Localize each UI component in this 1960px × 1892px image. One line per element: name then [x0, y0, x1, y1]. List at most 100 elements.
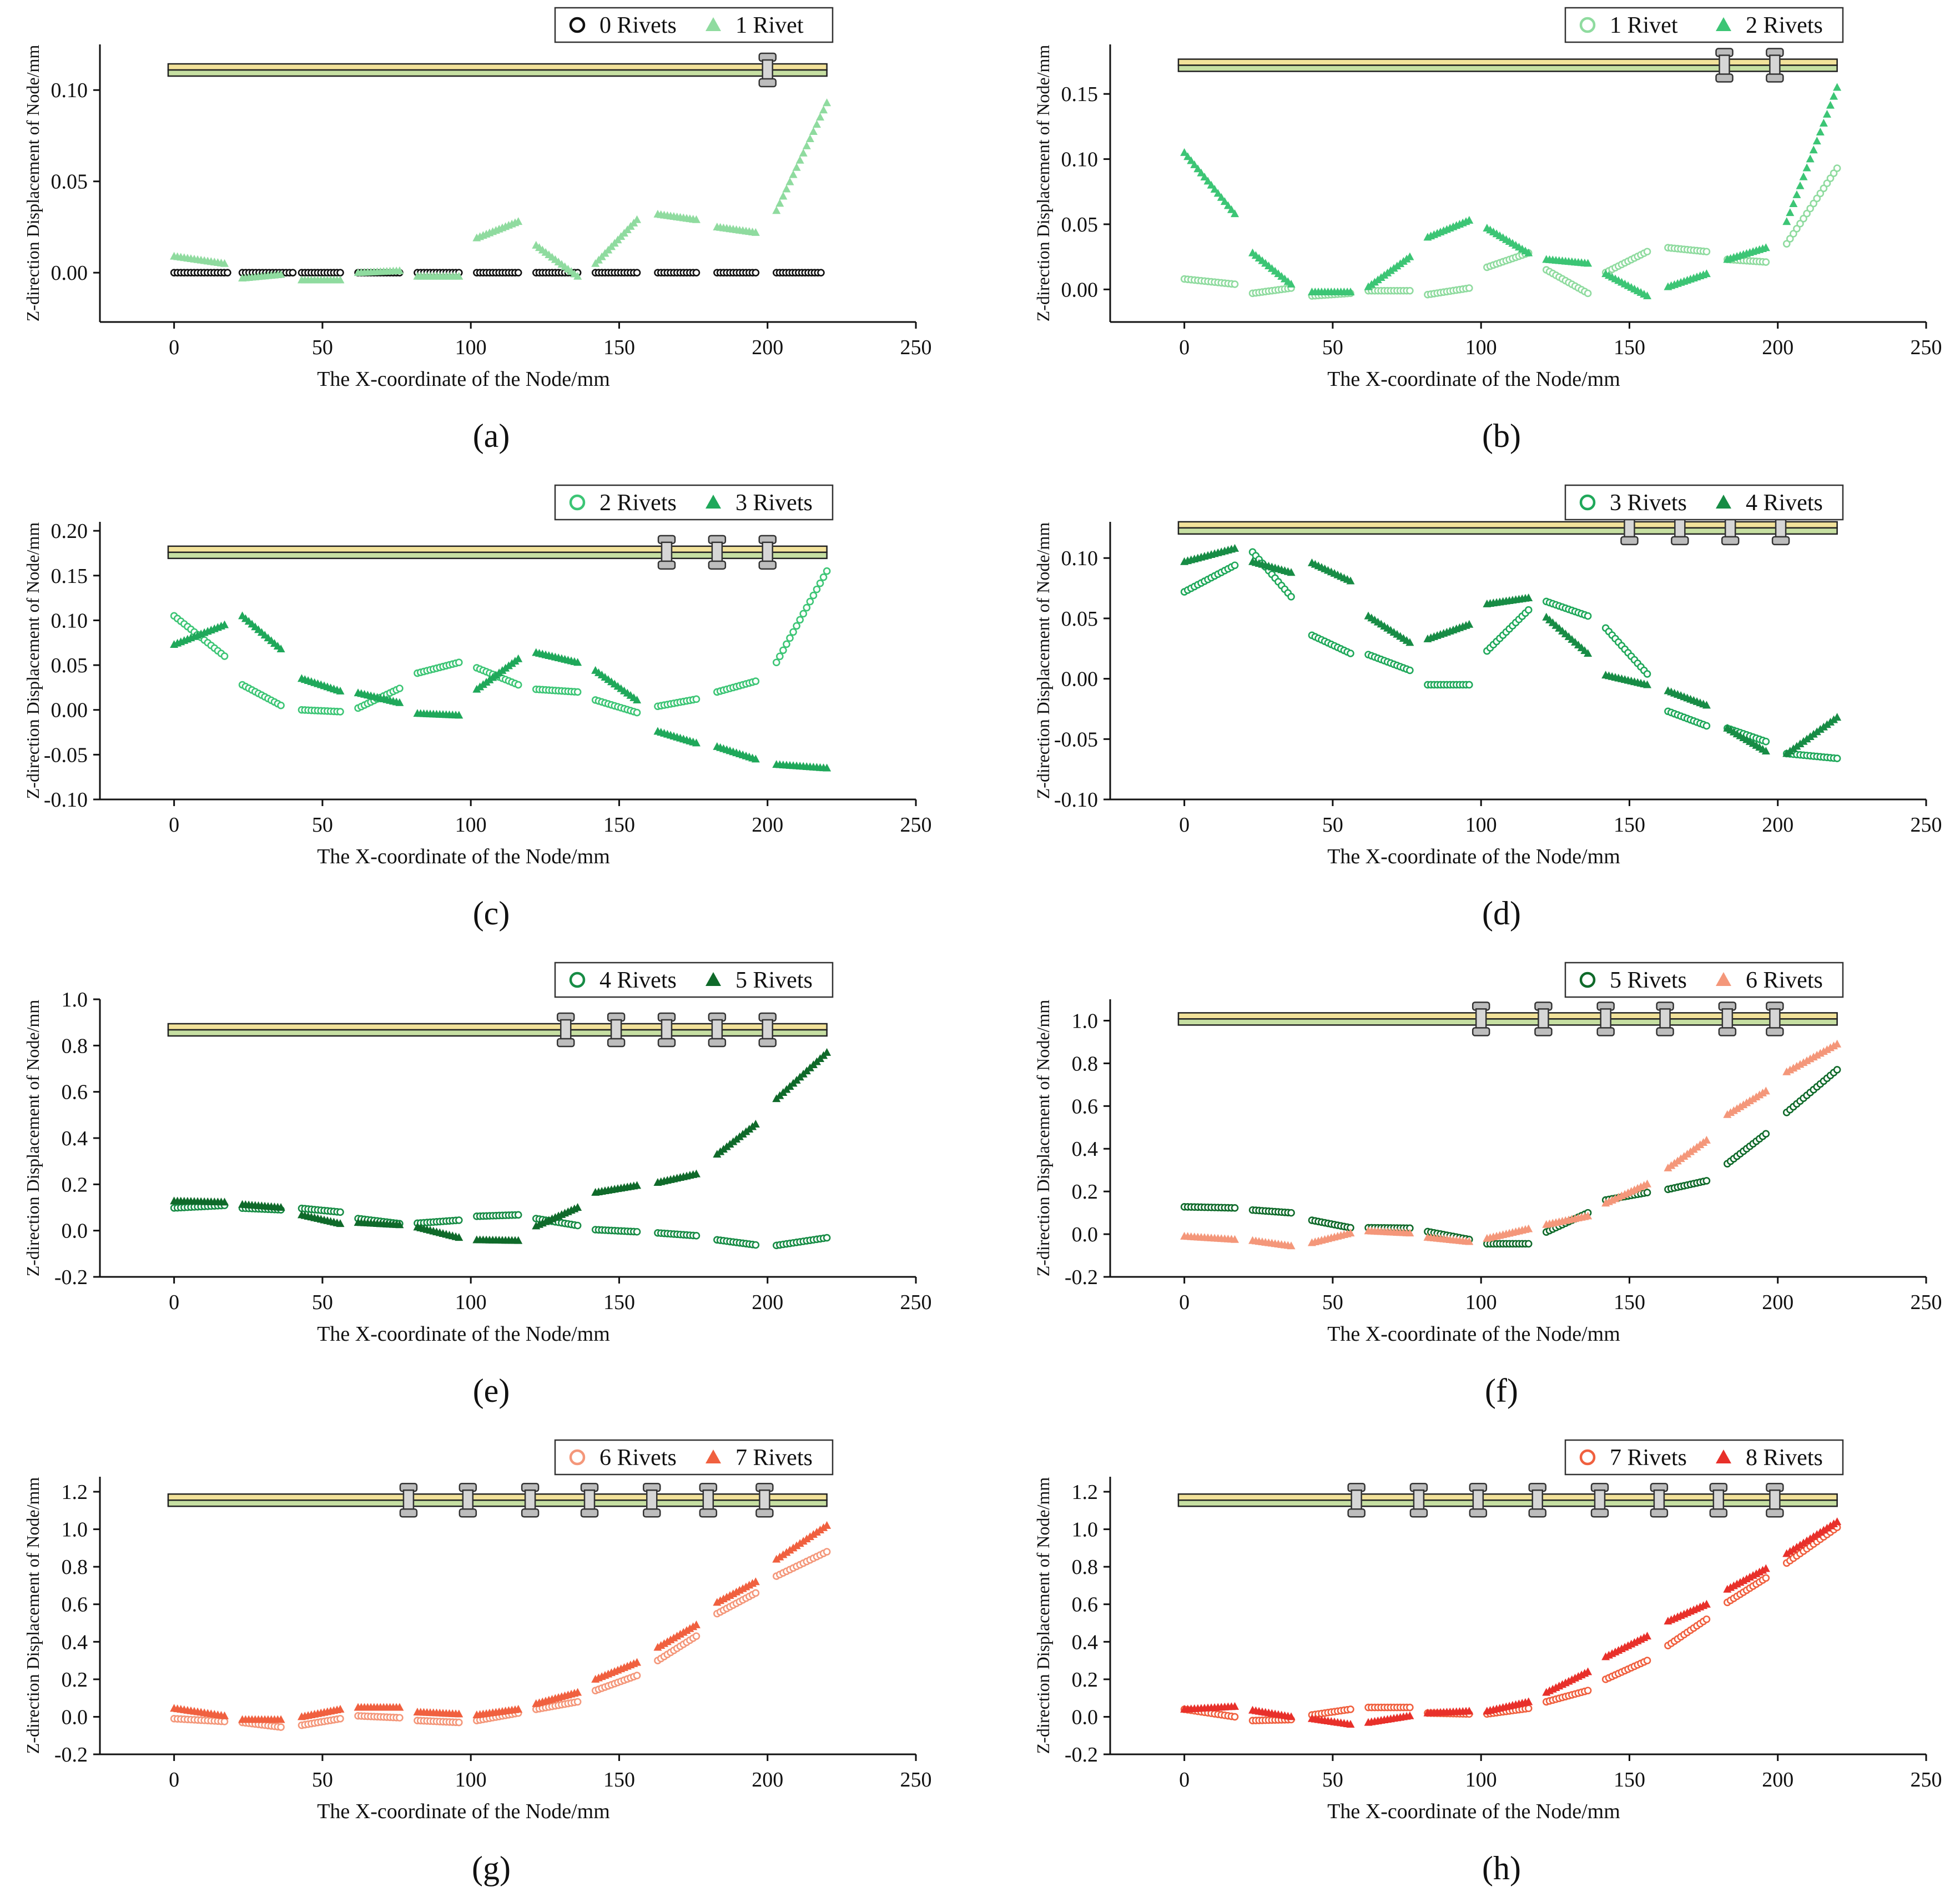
data-point: [336, 1704, 345, 1713]
y-tick-label: -0.10: [1054, 788, 1098, 812]
rivet-icon: [758, 1012, 777, 1048]
rivet-shank: [462, 1489, 474, 1511]
rivet-head-bottom: [755, 1508, 774, 1518]
data-point: [1806, 154, 1815, 163]
legend-marker: [1716, 495, 1731, 509]
rivet-icon: [1766, 48, 1784, 83]
x-tick-label: 50: [312, 1768, 333, 1792]
series-1: [170, 98, 832, 284]
data-point: [573, 1203, 582, 1211]
y-tick-label: 0.10: [1061, 148, 1099, 172]
rivet-head-bottom: [521, 1508, 540, 1518]
rivet-icon: [1656, 1002, 1674, 1036]
data-point: [336, 275, 345, 284]
y-tick-label: 0.8: [1072, 1052, 1099, 1075]
rivet-shank: [1531, 1489, 1543, 1511]
data-point: [1816, 128, 1825, 136]
y-axis-title: Z-direction Displacement of Node/mm: [23, 1000, 43, 1277]
data-point: [752, 1241, 760, 1249]
data-point: [1207, 180, 1216, 189]
legend-marker: [1579, 494, 1596, 511]
y-tick-label: -0.2: [1065, 1266, 1098, 1289]
data-point: [793, 622, 800, 630]
data-point: [1826, 1521, 1835, 1529]
y-tick-label: 0.8: [62, 1556, 88, 1579]
y-axis-title: Z-direction Displacement of Node/mm: [1033, 45, 1053, 322]
rivet-head-bottom: [1771, 536, 1790, 546]
rivet-head-bottom: [580, 1508, 599, 1518]
data-point: [772, 658, 780, 667]
x-tick-label: 0: [169, 1291, 179, 1314]
data-point: [1702, 269, 1711, 278]
rivet-shank: [1724, 517, 1736, 539]
data-point: [1762, 1130, 1770, 1138]
data-point: [1643, 291, 1652, 300]
rivet-shank: [646, 1489, 658, 1511]
data-point: [1210, 185, 1219, 193]
data-point: [805, 134, 814, 142]
legend-marker: [706, 17, 721, 31]
rivet-shank: [1413, 1489, 1425, 1511]
data-point: [1584, 289, 1592, 298]
legend-marker: [569, 972, 586, 988]
data-point: [785, 177, 794, 185]
data-point: [1782, 217, 1791, 225]
data-point: [1193, 164, 1202, 173]
rivet-head-bottom: [1596, 1027, 1615, 1036]
data-point: [514, 1211, 522, 1219]
legend-entry-label: 4 Rivets: [1746, 490, 1823, 516]
data-point: [789, 1543, 798, 1552]
data-point: [789, 170, 798, 178]
data-point: [1524, 593, 1533, 601]
panel-label: (g): [472, 1850, 511, 1886]
data-point: [1465, 284, 1473, 292]
panel-label: (h): [1482, 1850, 1521, 1886]
x-axis-title: The X-coordinate of the Node/mm: [1327, 845, 1620, 868]
data-point: [1826, 174, 1835, 182]
x-tick-label: 50: [312, 336, 333, 359]
rivet-shank: [762, 1019, 773, 1041]
data-point: [220, 1197, 229, 1206]
x-tick-label: 0: [169, 1768, 179, 1792]
data-point: [1830, 92, 1838, 100]
data-point: [1782, 240, 1791, 248]
data-point: [633, 269, 641, 276]
data-point: [692, 1632, 701, 1640]
series-1: [1180, 544, 1842, 757]
data-point: [772, 1554, 781, 1563]
data-point: [1643, 1179, 1652, 1187]
y-tick-label: 0.2: [62, 1668, 88, 1692]
data-point: [1749, 1094, 1757, 1103]
y-tick-label: 0.05: [1061, 607, 1099, 631]
data-point: [817, 269, 825, 276]
rivet-shank: [583, 1489, 596, 1511]
chart-panel-c: 0 50 100 150 200 250 -0.10 -0.05 0.00 0.05 0.10 0.1…: [23, 484, 932, 932]
series-1: [170, 611, 832, 772]
rivet-icon: [1534, 1002, 1553, 1036]
data-point: [779, 646, 787, 655]
x-tick-label: 200: [1762, 336, 1793, 359]
x-tick-label: 200: [752, 336, 783, 359]
rivet-icon: [1472, 1002, 1490, 1036]
data-point: [692, 695, 701, 703]
data-point: [692, 1169, 701, 1178]
data-point: [1793, 225, 1801, 233]
data-point: [289, 269, 297, 276]
x-tick-label: 250: [1911, 336, 1942, 359]
data-point: [1729, 1106, 1738, 1114]
series-1: [170, 1048, 832, 1244]
data-point: [1762, 1574, 1770, 1582]
data-point: [1761, 1086, 1770, 1095]
rivet-shank: [560, 1019, 572, 1041]
data-point: [1346, 1229, 1355, 1237]
data-point: [782, 1548, 791, 1556]
rivet-icon: [708, 535, 727, 570]
rivet-head-bottom: [1656, 1027, 1674, 1036]
data-point: [1796, 181, 1805, 189]
data-point: [1643, 680, 1652, 688]
rivet-icon: [1347, 1482, 1366, 1518]
legend-entry-label: 8 Rivets: [1746, 1445, 1823, 1471]
data-point: [396, 1714, 404, 1722]
series-1: [1180, 1517, 1842, 1728]
chart-panel-a: 0 50 100 150 200 250 0.00 0.05 0.10 The X-coordin…: [23, 7, 932, 454]
